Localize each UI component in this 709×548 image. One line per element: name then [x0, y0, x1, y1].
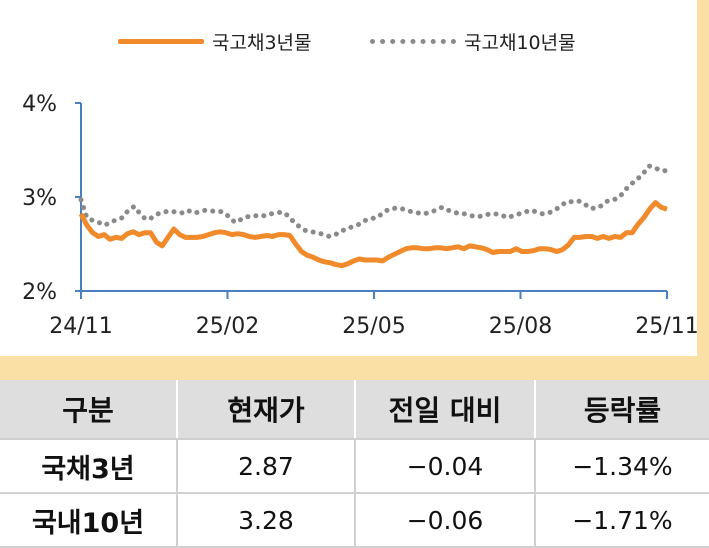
table-header-row: 구분 현재가 전일 대비 등락률 — [0, 380, 709, 440]
y-tick-label: 4% — [22, 92, 57, 117]
summary-table: 구분 현재가 전일 대비 등락률 국채3년 2.87 −0.04 −1.34% … — [0, 380, 709, 548]
y-tick-label: 2% — [22, 280, 57, 305]
header-category: 구분 — [0, 380, 178, 440]
header-price: 현재가 — [177, 380, 356, 440]
legend-item-series2: 국고채10년물 — [370, 26, 576, 56]
x-tick-label: 25/02 — [196, 314, 259, 339]
row-price: 3.28 — [177, 493, 356, 548]
series-line-10y — [78, 163, 670, 240]
chart-panel — [0, 0, 697, 356]
legend-swatch-solid — [118, 38, 204, 44]
series-line-3y — [78, 200, 668, 269]
row-name: 국채3년 — [0, 439, 178, 494]
table-row: 국내10년 3.28 −0.06 −1.71% — [0, 493, 709, 548]
row-change: −0.04 — [355, 439, 536, 494]
header-rate: 등락률 — [535, 380, 709, 440]
legend-item-series1: 국고채3년물 — [118, 26, 312, 56]
row-name: 국내10년 — [0, 493, 178, 548]
decorative-band-right — [697, 0, 709, 380]
header-change: 전일 대비 — [355, 380, 536, 440]
table-row: 국채3년 2.87 −0.04 −1.34% — [0, 439, 709, 494]
legend-label-series1: 국고채3년물 — [212, 31, 312, 54]
x-tick-label: 25/05 — [342, 314, 405, 339]
row-price: 2.87 — [177, 439, 356, 494]
x-tick-label: 24/11 — [49, 314, 112, 339]
legend-label-series2: 국고채10년물 — [464, 31, 576, 54]
row-rate: −1.34% — [535, 439, 709, 494]
chart-legend: 국고채3년물 국고채10년물 — [0, 26, 697, 56]
decorative-band-bottom — [0, 356, 709, 380]
x-tick-label: 25/11 — [635, 314, 698, 339]
x-tick-label: 25/08 — [489, 314, 552, 339]
row-rate: −1.71% — [535, 493, 709, 548]
y-tick-label: 3% — [22, 186, 57, 211]
line-chart: 2% 3% 4% 24/11 25/02 25/05 25/08 25/11 — [22, 92, 699, 339]
row-change: −0.06 — [355, 493, 536, 548]
legend-swatch-dotted — [370, 38, 456, 44]
